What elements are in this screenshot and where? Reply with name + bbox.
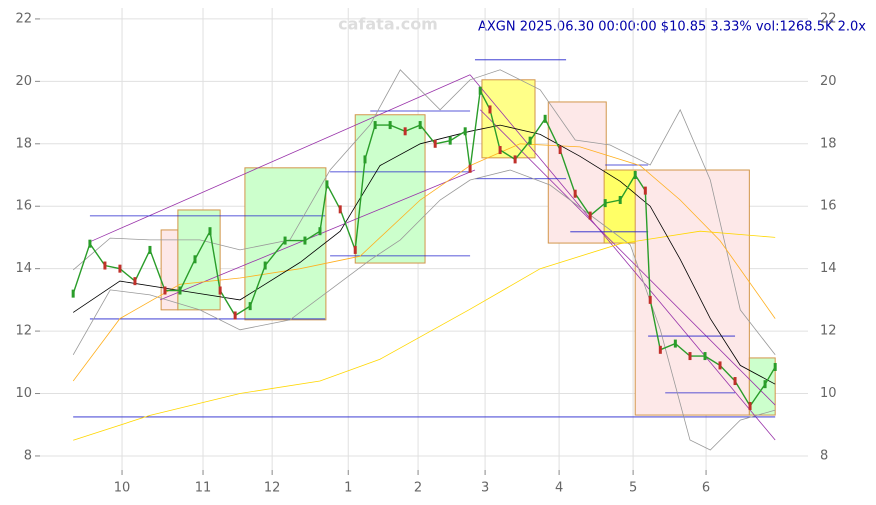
candle	[163, 286, 167, 295]
candle	[703, 352, 707, 361]
trend-line	[89, 74, 471, 243]
watermark: cafata.com	[338, 15, 438, 34]
candle	[263, 261, 267, 270]
y-tick-label-right: 22	[820, 11, 837, 26]
trend-line	[479, 109, 776, 406]
zone	[547, 101, 607, 244]
y-tick-label-right: 20	[820, 74, 837, 89]
x-tick-label: 12	[264, 481, 281, 496]
candle	[433, 139, 437, 148]
indicator-line	[72, 124, 776, 385]
candle	[403, 127, 407, 136]
zone	[177, 209, 221, 311]
candle	[193, 255, 197, 264]
indicator-line	[72, 69, 776, 356]
candle	[688, 352, 692, 361]
candle	[363, 155, 367, 164]
candle	[88, 239, 92, 248]
candle	[468, 164, 472, 173]
candle	[478, 86, 482, 95]
candle	[573, 189, 577, 198]
candle	[208, 227, 212, 236]
zone	[748, 357, 776, 416]
y-tick-label: 10	[15, 386, 32, 401]
candle	[773, 362, 777, 371]
candle	[648, 295, 652, 304]
candle	[418, 121, 422, 130]
candle	[218, 286, 222, 295]
candle	[178, 286, 182, 295]
candle	[513, 155, 517, 164]
zone	[634, 169, 750, 416]
y-tick-label: 18	[15, 136, 32, 151]
candle	[325, 180, 329, 189]
zone	[354, 114, 426, 264]
candle	[233, 311, 237, 320]
y-tick-label: 16	[15, 199, 32, 214]
candle	[71, 289, 75, 298]
candle	[748, 402, 752, 411]
candle	[118, 264, 122, 273]
candle	[148, 245, 152, 254]
candle	[498, 146, 502, 155]
candle	[603, 199, 607, 208]
x-tick-label: 3	[481, 481, 489, 496]
candle	[528, 136, 532, 145]
candle	[488, 105, 492, 114]
candle	[283, 236, 287, 245]
candle	[718, 361, 722, 370]
candle	[338, 205, 342, 214]
y-tick-label-right: 8	[820, 448, 828, 463]
y-tick-label-right: 16	[820, 199, 837, 214]
y-tick-label: 12	[15, 324, 32, 339]
trend-line	[159, 169, 476, 301]
candle	[373, 121, 377, 130]
x-tick-label: 10	[114, 481, 131, 496]
y-tick-label: 8	[24, 448, 32, 463]
candle	[733, 377, 737, 386]
x-tick-label: 11	[195, 481, 212, 496]
x-tick-label: 6	[702, 481, 710, 496]
y-tick-label: 14	[15, 261, 32, 276]
candle	[558, 146, 562, 155]
y-tick-label: 22	[15, 11, 32, 26]
zone	[160, 229, 179, 311]
candle	[353, 245, 357, 254]
y-tick-label-right: 18	[820, 136, 837, 151]
candle	[463, 127, 467, 136]
x-tick-label: 4	[555, 481, 563, 496]
candle	[318, 227, 322, 236]
indicator-line	[72, 169, 776, 451]
candle	[763, 380, 767, 389]
candle	[543, 114, 547, 123]
candle	[448, 136, 452, 145]
candle	[588, 211, 592, 220]
candle	[248, 302, 252, 311]
candle	[618, 195, 622, 204]
indicator-line	[73, 230, 776, 441]
y-tick-label-right: 10	[820, 386, 837, 401]
candle	[658, 345, 662, 354]
x-tick-label: 2	[414, 481, 422, 496]
candle	[673, 339, 677, 348]
y-tick-label-right: 14	[820, 261, 837, 276]
candle	[303, 236, 307, 245]
zone	[481, 79, 536, 159]
price-line	[72, 88, 776, 408]
y-tick-label: 20	[15, 74, 32, 89]
indicator-line	[72, 143, 776, 382]
candle	[103, 261, 107, 270]
candle	[643, 186, 647, 195]
chart-title: AXGN 2025.06.30 00:00:00 $10.85 3.33% vo…	[478, 20, 866, 35]
y-tick-label-right: 12	[820, 324, 837, 339]
candle	[388, 121, 392, 130]
x-tick-label: 1	[344, 481, 352, 496]
x-tick-label: 5	[629, 481, 637, 496]
candle	[633, 171, 637, 180]
candle	[133, 277, 137, 286]
trend-line	[469, 74, 776, 441]
